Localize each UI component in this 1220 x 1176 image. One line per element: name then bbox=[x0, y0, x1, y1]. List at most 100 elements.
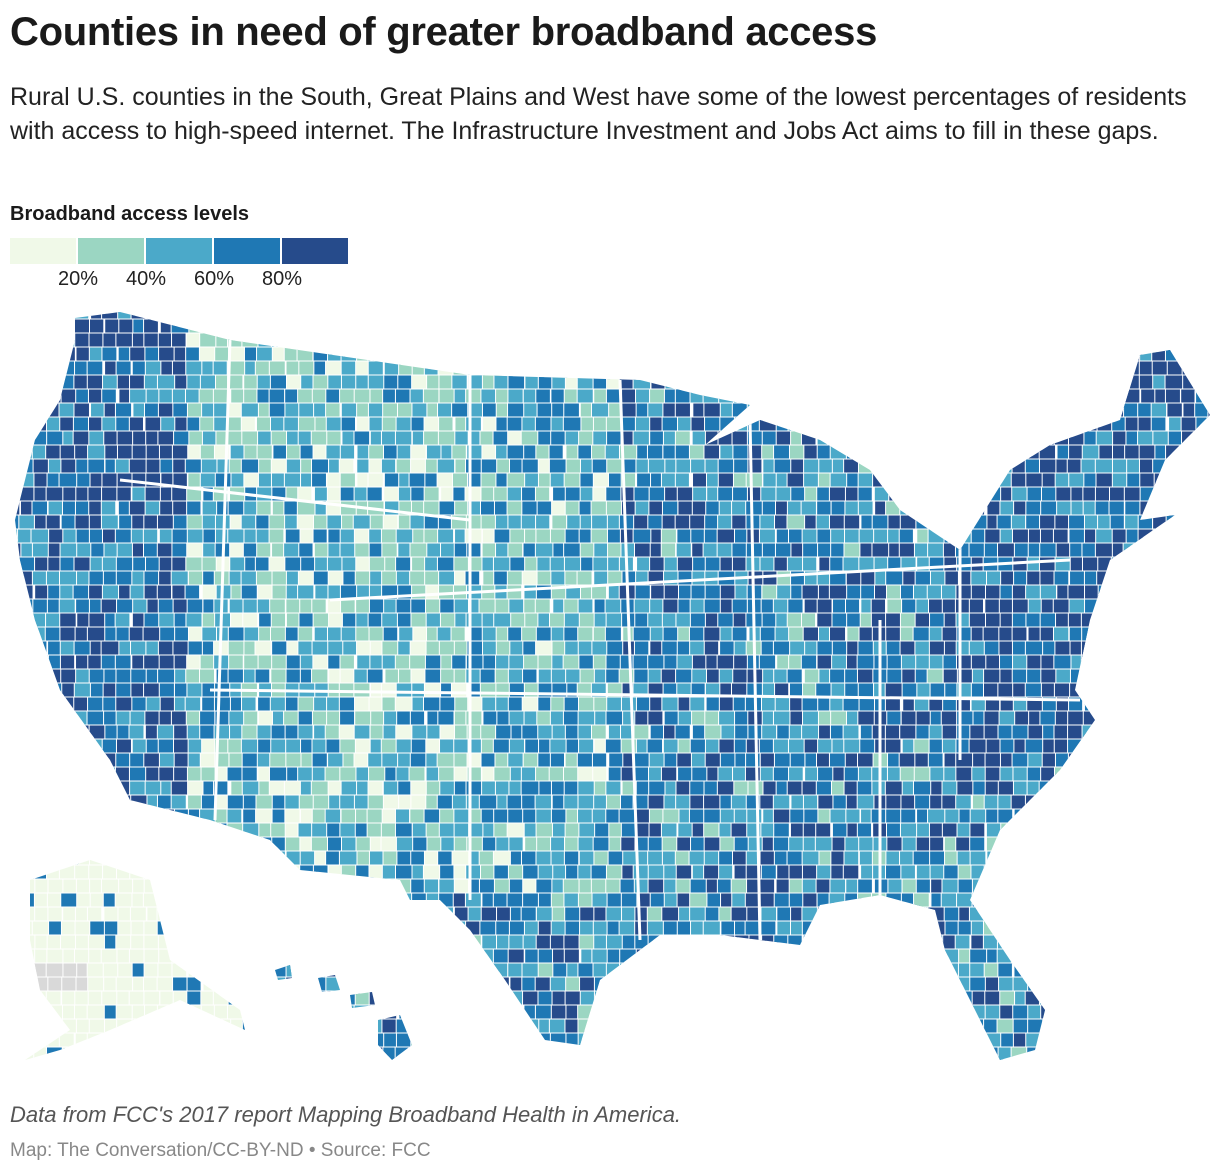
county bbox=[717, 766, 734, 782]
county bbox=[1109, 332, 1127, 348]
county bbox=[916, 990, 933, 1006]
county bbox=[858, 402, 878, 418]
county bbox=[884, 738, 902, 754]
county bbox=[621, 388, 637, 404]
county bbox=[592, 332, 612, 348]
county bbox=[74, 920, 91, 936]
county bbox=[677, 948, 694, 964]
county bbox=[58, 864, 76, 880]
county bbox=[381, 570, 399, 586]
county bbox=[339, 542, 357, 558]
county bbox=[60, 458, 78, 474]
county bbox=[439, 1004, 461, 1020]
county bbox=[381, 640, 401, 656]
county bbox=[915, 878, 931, 894]
county bbox=[439, 920, 459, 936]
county bbox=[941, 486, 962, 502]
county bbox=[1040, 892, 1056, 908]
county bbox=[632, 1018, 649, 1034]
county bbox=[537, 312, 558, 320]
county bbox=[604, 626, 622, 642]
county bbox=[1011, 332, 1029, 348]
county bbox=[674, 332, 694, 348]
county bbox=[380, 738, 398, 754]
county bbox=[858, 934, 874, 950]
county bbox=[15, 990, 24, 1006]
county bbox=[704, 1004, 723, 1020]
county bbox=[690, 360, 708, 376]
county bbox=[1139, 878, 1160, 894]
county bbox=[156, 906, 176, 922]
county bbox=[158, 808, 177, 824]
county bbox=[439, 1046, 456, 1060]
county bbox=[1110, 598, 1129, 614]
county bbox=[1166, 458, 1188, 474]
county bbox=[632, 990, 652, 1006]
county bbox=[999, 906, 1016, 922]
county bbox=[816, 598, 833, 614]
county bbox=[185, 850, 202, 866]
county bbox=[242, 948, 262, 964]
county bbox=[17, 1046, 37, 1060]
county bbox=[744, 766, 762, 782]
county bbox=[61, 1046, 81, 1060]
county bbox=[898, 388, 918, 404]
county bbox=[1153, 864, 1169, 880]
county bbox=[1192, 1018, 1210, 1034]
county bbox=[100, 794, 118, 810]
county bbox=[817, 402, 837, 418]
county bbox=[313, 1046, 331, 1060]
county bbox=[646, 318, 666, 334]
county bbox=[1164, 710, 1185, 726]
county bbox=[339, 444, 356, 460]
county bbox=[915, 906, 933, 922]
county bbox=[241, 766, 258, 782]
county bbox=[283, 346, 300, 362]
county bbox=[873, 976, 895, 992]
county bbox=[339, 654, 355, 670]
county bbox=[1208, 388, 1210, 404]
county bbox=[1010, 514, 1027, 530]
county bbox=[298, 1018, 319, 1034]
county bbox=[1055, 416, 1075, 432]
county bbox=[647, 948, 664, 964]
county bbox=[1111, 962, 1127, 978]
county bbox=[534, 794, 553, 810]
county bbox=[411, 934, 429, 950]
county bbox=[970, 654, 988, 670]
county bbox=[1042, 850, 1060, 866]
county bbox=[1097, 878, 1117, 894]
county bbox=[577, 626, 594, 642]
county bbox=[411, 1061, 430, 1075]
county bbox=[1123, 962, 1142, 978]
county bbox=[1165, 934, 1183, 950]
county bbox=[506, 892, 525, 908]
county bbox=[506, 500, 524, 516]
county bbox=[1111, 640, 1131, 656]
county bbox=[716, 528, 737, 544]
county bbox=[1014, 836, 1035, 852]
county bbox=[1178, 808, 1199, 824]
county bbox=[731, 430, 750, 446]
county bbox=[970, 486, 991, 502]
county bbox=[731, 598, 748, 614]
county bbox=[733, 416, 750, 432]
county bbox=[1067, 920, 1087, 936]
county bbox=[285, 948, 306, 964]
county bbox=[158, 948, 178, 964]
county bbox=[327, 752, 345, 768]
county bbox=[412, 332, 432, 348]
county bbox=[58, 472, 78, 488]
county bbox=[872, 962, 894, 978]
county bbox=[1136, 976, 1152, 992]
county bbox=[215, 976, 237, 992]
county bbox=[956, 780, 975, 796]
county bbox=[1181, 976, 1198, 992]
county bbox=[479, 682, 499, 698]
county bbox=[1054, 850, 1072, 866]
county bbox=[969, 822, 986, 838]
county bbox=[899, 444, 920, 460]
county bbox=[410, 346, 427, 362]
county bbox=[1181, 360, 1199, 376]
county bbox=[1136, 1032, 1155, 1048]
